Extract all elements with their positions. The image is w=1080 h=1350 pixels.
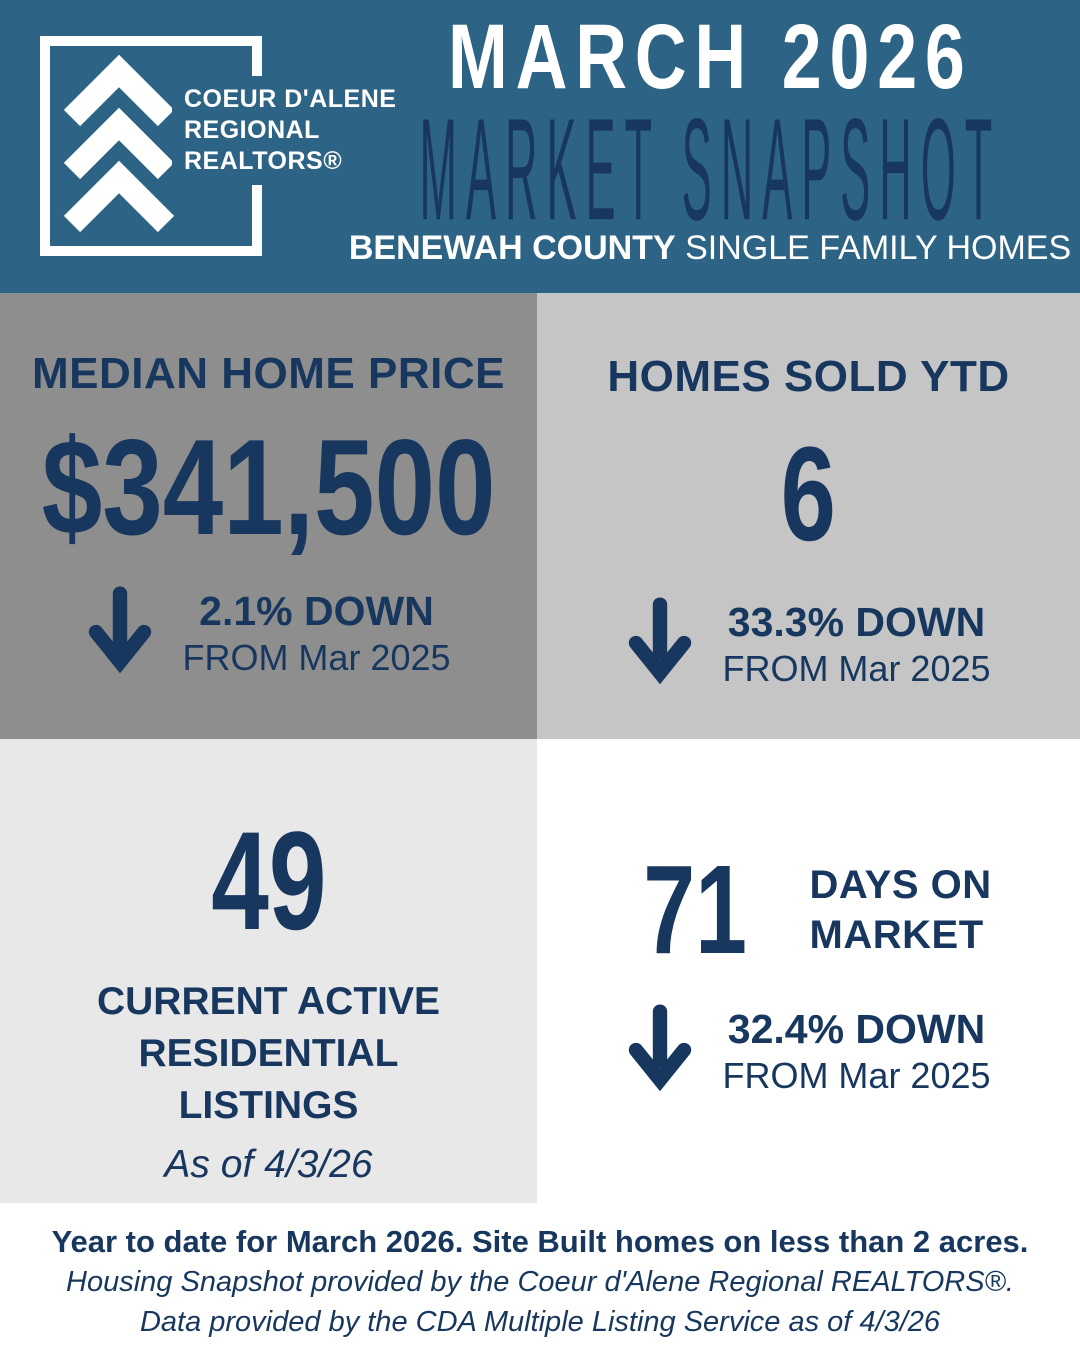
county-line: BENEWAH COUNTY SINGLE FAMILY HOMES xyxy=(349,228,1071,268)
snapshot-title: MARKET SNAPSHOT xyxy=(419,88,1001,252)
stats-grid: MEDIAN HOME PRICE $341,500 2.1% DOWN FRO… xyxy=(0,293,1080,1203)
stat-value: $341,500 xyxy=(41,411,496,563)
footer: Year to date for March 2026. Site Built … xyxy=(0,1203,1080,1350)
down-arrow-icon xyxy=(629,597,692,684)
change-percent: 32.4% DOWN xyxy=(727,1006,986,1052)
cda-regional-realtors-logo: COEUR D'ALENE REGIONAL REALTORS® xyxy=(40,36,420,260)
change-text: 33.3% DOWN FROM Mar 2025 xyxy=(722,598,990,690)
change-text: 2.1% DOWN FROM Mar 2025 xyxy=(182,587,450,679)
stat-card-homes-sold: HOMES SOLD YTD 6 33.3% DOWN FROM Mar 202… xyxy=(537,293,1080,739)
change-from: FROM Mar 2025 xyxy=(722,1055,991,1096)
stat-label: MEDIAN HOME PRICE xyxy=(32,349,505,398)
header-title-block: MARCH 2026 MARKET SNAPSHOT BENEWAH COUNT… xyxy=(349,0,1071,293)
change-from: FROM Mar 2025 xyxy=(182,636,451,678)
change-text: 32.4% DOWN FROM Mar 2025 xyxy=(722,1005,990,1097)
stat-value: 6 xyxy=(780,420,837,569)
stat-label: CURRENT ACTIVE RESIDENTIAL LISTINGS xyxy=(96,980,441,1127)
footer-line-2: Housing Snapshot provided by the Coeur d… xyxy=(66,1266,1014,1298)
footer-line-3: Data provided by the CDA Multiple Listin… xyxy=(139,1306,941,1338)
logo-org-name: COEUR D'ALENE REGIONAL REALTORS® xyxy=(172,76,405,185)
change-percent: 33.3% DOWN xyxy=(727,598,986,645)
stat-label: DAYS ON MARKET xyxy=(809,863,992,957)
days-on-market-row: 71 DAYS ON MARKET xyxy=(625,839,992,980)
change-indicator: 33.3% DOWN FROM Mar 2025 xyxy=(626,596,991,692)
change-indicator: 32.4% DOWN FROM Mar 2025 xyxy=(626,1003,991,1099)
down-arrow-icon xyxy=(629,1004,692,1092)
change-indicator: 2.1% DOWN FROM Mar 2025 xyxy=(86,585,451,681)
snapshot-title-wrap: MARKET SNAPSHOT xyxy=(350,98,1070,243)
stat-card-active-listings: 49 CURRENT ACTIVE RESIDENTIAL LISTINGS A… xyxy=(0,739,537,1203)
month-title: MARCH 2026 xyxy=(447,6,973,108)
stat-value: 49 xyxy=(210,802,327,959)
change-percent: 2.1% DOWN xyxy=(199,587,434,634)
change-from: FROM Mar 2025 xyxy=(722,647,991,689)
county-home-type: SINGLE FAMILY HOMES xyxy=(675,229,1072,267)
header: COEUR D'ALENE REGIONAL REALTORS® MARCH 2… xyxy=(0,0,1080,293)
down-arrow-icon xyxy=(89,586,152,674)
stat-card-days-on-market: 71 DAYS ON MARKET 32.4% DOWN FROM Mar 20… xyxy=(537,739,1080,1203)
county-name: BENEWAH COUNTY xyxy=(348,229,676,267)
stat-value: 71 xyxy=(643,839,748,980)
footer-line-1: Year to date for March 2026. Site Built … xyxy=(51,1224,1029,1259)
stat-card-median-price: MEDIAN HOME PRICE $341,500 2.1% DOWN FRO… xyxy=(0,293,537,739)
stat-label: HOMES SOLD YTD xyxy=(607,352,1010,401)
as-of-date: As of 4/3/26 xyxy=(164,1143,373,1186)
